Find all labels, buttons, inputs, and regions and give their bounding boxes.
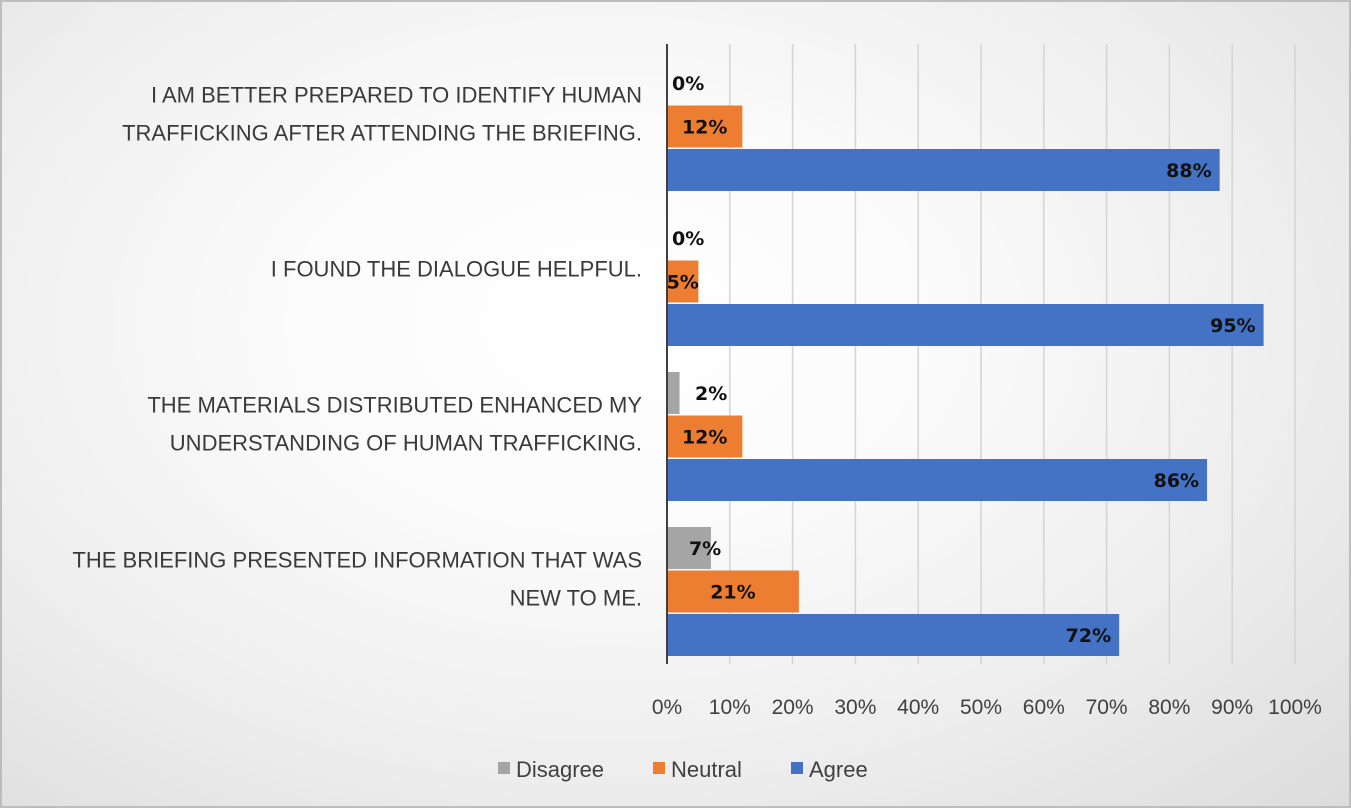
data-label: 12% xyxy=(682,427,727,449)
category-label: UNDERSTANDING OF HUMAN TRAFFICKING. xyxy=(170,431,642,456)
data-label: 12% xyxy=(682,117,727,139)
bar-disagree xyxy=(667,372,680,414)
bar-agree xyxy=(667,304,1264,346)
category-label: NEW TO ME. xyxy=(510,586,642,611)
bar-neutral xyxy=(667,570,799,613)
data-label: 86% xyxy=(1154,470,1199,492)
legend-label-agree: Agree xyxy=(809,757,868,782)
data-label: 21% xyxy=(710,582,755,604)
x-tick-label: 40% xyxy=(897,696,939,719)
data-label: 5% xyxy=(667,272,699,294)
x-tick-label: 0% xyxy=(652,696,682,719)
legend-swatch-neutral xyxy=(653,762,665,774)
data-label: 0% xyxy=(672,73,704,95)
x-tick-label: 10% xyxy=(709,696,751,719)
bar-neutral xyxy=(667,415,743,458)
x-tick-label: 20% xyxy=(772,696,814,719)
category-label: I AM BETTER PREPARED TO IDENTIFY HUMAN xyxy=(151,83,642,108)
data-label: 0% xyxy=(672,228,704,250)
x-tick-label: 80% xyxy=(1148,696,1190,719)
bar-agree xyxy=(667,459,1208,501)
x-tick-label: 30% xyxy=(834,696,876,719)
bar-agree xyxy=(667,614,1120,656)
data-label: 95% xyxy=(1210,315,1255,337)
x-tick-label: 90% xyxy=(1211,696,1253,719)
category-label: I FOUND THE DIALOGUE HELPFUL. xyxy=(271,257,642,282)
bar-agree xyxy=(667,149,1220,191)
bar-disagree xyxy=(667,527,711,569)
data-label: 7% xyxy=(689,538,721,560)
category-label: TRAFFICKING AFTER ATTENDING THE BRIEFING… xyxy=(122,121,642,146)
x-tick-label: 50% xyxy=(960,696,1002,719)
bar-neutral xyxy=(667,260,699,303)
data-label: 2% xyxy=(695,383,727,405)
data-label: 88% xyxy=(1166,160,1211,182)
category-label: THE MATERIALS DISTRIBUTED ENHANCED MY xyxy=(147,393,642,418)
x-tick-label: 70% xyxy=(1086,696,1128,719)
x-tick-label: 100% xyxy=(1268,696,1322,719)
bar-neutral xyxy=(667,105,743,148)
legend-label-disagree: Disagree xyxy=(516,757,604,782)
legend-label-neutral: Neutral xyxy=(671,757,742,782)
x-tick-label: 60% xyxy=(1023,696,1065,719)
category-label: THE BRIEFING PRESENTED INFORMATION THAT … xyxy=(72,548,642,573)
legend-swatch-agree xyxy=(791,762,803,774)
data-label: 72% xyxy=(1066,625,1111,647)
legend-swatch-disagree xyxy=(498,762,510,774)
